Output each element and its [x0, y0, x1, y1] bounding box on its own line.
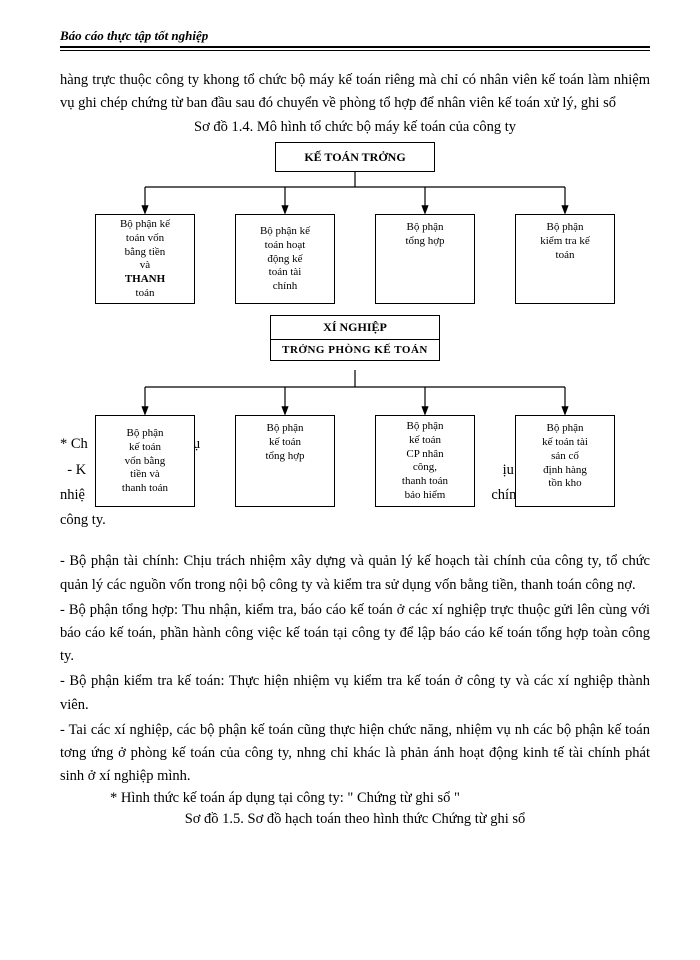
body-p5: - Tai các xí nghiệp, các bộ phận kế toán…	[60, 719, 650, 789]
chart1-node-4: Bộ phận kiểm tra kế toán	[515, 214, 615, 304]
chart1-node-3: Bộ phận tổng hợp	[375, 214, 475, 304]
chart2-root-top: XÍ NGHIỆP	[271, 316, 439, 340]
diagram-caption-1: Sơ đồ 1.4. Mô hình tổ chức bộ máy kế toá…	[60, 119, 650, 136]
chart2-root: XÍ NGHIỆP TRỞNG PHÒNG KẾ TOÁN	[270, 315, 440, 361]
intro-text: hàng trực thuộc công ty khong tổ chức bộ…	[60, 69, 650, 115]
org-chart-1: KẾ TOÁN TRỞNG Bộ phận kế toán vốn bằng t…	[75, 142, 635, 307]
chart1-node-2: Bộ phận kế toán hoạt động kế toán tài ch…	[235, 214, 335, 304]
header-rule	[60, 50, 650, 51]
chart1-root: KẾ TOÁN TRỞNG	[275, 142, 435, 172]
chart2-root-bot: TRỞNG PHÒNG KẾ TOÁN	[271, 340, 439, 360]
chart2-node-2: Bộ phận kế toán tổng hợp	[235, 415, 335, 507]
body-p3: - Bộ phận tổng hợp: Thu nhận, kiểm tra, …	[60, 599, 650, 669]
org-chart-2: XÍ NGHIỆP TRỞNG PHÒNG KẾ TOÁN Bộ phận kế…	[75, 315, 635, 550]
page-header: Báo cáo thực tập tốt nghiệp	[60, 28, 650, 48]
body-p6: * Hình thức kế toán áp dụng tại công ty:…	[110, 790, 650, 807]
chart2-node-4: Bộ phận kế toán tài sản cố định hàng tồn…	[515, 415, 615, 507]
chart2-node-1: Bộ phận kế toán vốn bằng tiền và thanh t…	[95, 415, 195, 507]
chart2-region: * Ch iệm vụ ời: - K : Là n đầu bộ n củ ị…	[60, 315, 650, 550]
body-paragraphs: - Bộ phận tài chính: Chịu trách nhiệm xâ…	[60, 550, 650, 788]
chart1-root-label: KẾ TOÁN TRỞNG	[304, 150, 405, 165]
body-p2: - Bộ phận tài chính: Chịu trách nhiệm xâ…	[60, 550, 650, 596]
diagram-caption-2: Sơ đồ 1.5. Sơ đồ hạch toán theo hình thứ…	[60, 811, 650, 828]
body-p4: - Bộ phận kiểm tra kế toán: Thực hiện nh…	[60, 670, 650, 716]
chart2-node-3: Bộ phận kế toán CP nhân công, thanh toán…	[375, 415, 475, 507]
intro-paragraph: hàng trực thuộc công ty khong tổ chức bộ…	[60, 69, 650, 115]
page: Báo cáo thực tập tốt nghiệp hàng trực th…	[0, 0, 700, 960]
chart1-node-1: Bộ phận kế toán vốn bằng tiền và THANH t…	[95, 214, 195, 304]
